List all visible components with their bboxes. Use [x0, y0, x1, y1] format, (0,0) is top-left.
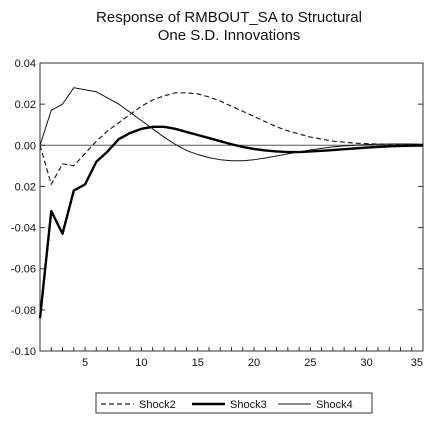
- series-line-shock4: [39, 87, 424, 162]
- y-tick-label: 0.04: [15, 58, 36, 70]
- x-axis: 5 10 15 20 25 30 35: [39, 347, 424, 369]
- y-axis: 0.04 0.02 0.00 0.02 -0.04 -0.06 -0.08 -0.10: [11, 58, 423, 358]
- y-tick-label: 0.02: [15, 99, 36, 111]
- series-line-shock2: [39, 92, 424, 185]
- legend: Shock2 Shock3 Shock4: [95, 392, 373, 414]
- legend-label-shock4: Shock4: [316, 399, 353, 411]
- x-tick-label: 5: [82, 357, 88, 369]
- legend-label-shock2: Shock2: [139, 399, 176, 411]
- chart-title-line-2: One S.D. Innovations: [158, 27, 301, 44]
- y-tick-label: 0.02: [15, 181, 36, 193]
- legend-label-shock3: Shock3: [230, 399, 267, 411]
- x-tick-label: 35: [411, 357, 423, 369]
- x-tick-label: 10: [135, 357, 147, 369]
- legend-box: [95, 392, 373, 414]
- y-tick-label: 0.00: [15, 140, 36, 152]
- series-line-shock3: [38, 125, 424, 319]
- x-tick-label: 20: [248, 357, 260, 369]
- y-tick-label: -0.08: [11, 305, 36, 317]
- x-tick-label: 15: [192, 357, 204, 369]
- x-tick-label: 25: [304, 357, 316, 369]
- y-tick-label: -0.04: [11, 223, 36, 235]
- series-lines: [38, 87, 424, 319]
- plot-frame: [39, 62, 424, 352]
- legend-items: Shock2 Shock3 Shock4: [101, 399, 353, 411]
- chart-title-line-1: Response of RMBOUT_SA to Structural: [96, 9, 362, 26]
- x-tick-label: 30: [361, 357, 373, 369]
- y-tick-label: -0.06: [11, 264, 36, 276]
- y-tick-label: -0.10: [11, 346, 36, 358]
